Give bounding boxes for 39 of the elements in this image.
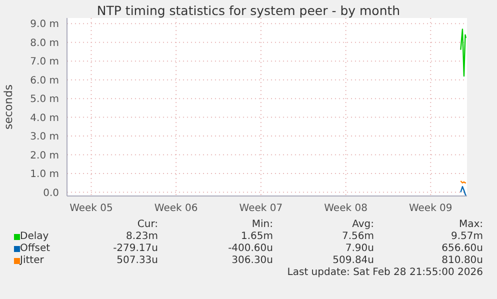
y-tick-label: 9.0 m xyxy=(30,19,59,30)
chart-title: NTP timing statistics for system peer - by month xyxy=(96,3,402,18)
legend-label: Jitter xyxy=(20,255,44,266)
line-series xyxy=(460,186,467,196)
text: 9.57m xyxy=(450,231,483,242)
text: Last update: Sat Feb 28 21:55:00 2026 xyxy=(287,267,483,278)
text: -279.17u xyxy=(113,243,158,254)
text: 8.23m xyxy=(126,231,158,242)
text: Max: xyxy=(458,219,483,230)
x-tick-label: Week 07 xyxy=(239,203,283,214)
text: -400.60u xyxy=(228,243,273,254)
y-tick-label: 4.0 m xyxy=(30,112,59,124)
x-tick-label: Week 09 xyxy=(408,203,452,214)
text: 509.84u xyxy=(332,255,374,266)
y-tick-label: 0.0 xyxy=(43,188,59,199)
x-tick-label: Week 05 xyxy=(70,203,113,214)
y-axis-title: seconds xyxy=(2,84,15,130)
text: Min: xyxy=(252,219,273,230)
legend-label: Offset xyxy=(20,243,50,254)
legend-label: Delay xyxy=(20,231,49,242)
y-tick-label: 5.0 m xyxy=(30,94,59,106)
text: 7.90u xyxy=(345,243,374,254)
x-tick-label: Week 08 xyxy=(324,203,368,214)
text: 306.30u xyxy=(232,255,273,266)
text: 1.65m xyxy=(240,231,273,242)
y-tick-label: 3.0 m xyxy=(30,132,59,143)
text: 810.80u xyxy=(442,255,483,266)
text: 656.60u xyxy=(442,243,483,254)
text: Avg: xyxy=(352,219,374,230)
y-tick-label: 1.0 m xyxy=(30,169,59,180)
y-tick-label: 7.0 m xyxy=(30,56,59,68)
line-series xyxy=(460,28,467,77)
text: 507.33u xyxy=(116,255,158,266)
y-tick-label: 8.0 m xyxy=(30,38,59,49)
text: 7.56m xyxy=(342,231,374,242)
x-tick-label: Week 06 xyxy=(154,203,198,214)
y-tick-label: 2.0 m xyxy=(30,150,59,162)
text: Cur: xyxy=(137,219,158,230)
y-tick-label: 6.0 m xyxy=(30,75,59,86)
